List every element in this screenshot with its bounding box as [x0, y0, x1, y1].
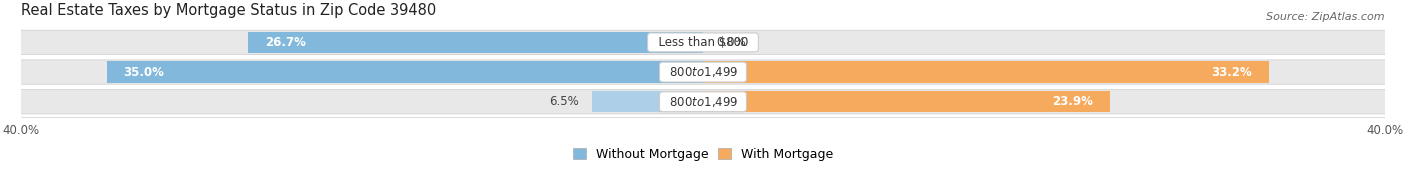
Text: 33.2%: 33.2% — [1211, 65, 1251, 79]
Text: Real Estate Taxes by Mortgage Status in Zip Code 39480: Real Estate Taxes by Mortgage Status in … — [21, 3, 437, 18]
Text: Source: ZipAtlas.com: Source: ZipAtlas.com — [1267, 12, 1385, 22]
Text: $800 to $1,499: $800 to $1,499 — [662, 95, 744, 109]
Text: 0.0%: 0.0% — [717, 36, 747, 49]
Bar — [107, 61, 703, 83]
Bar — [703, 61, 1268, 83]
Text: 6.5%: 6.5% — [548, 95, 579, 108]
Bar — [247, 32, 703, 53]
Text: Less than $800: Less than $800 — [651, 36, 755, 49]
Bar — [592, 91, 703, 112]
Legend: Without Mortgage, With Mortgage: Without Mortgage, With Mortgage — [568, 143, 838, 166]
Text: $800 to $1,499: $800 to $1,499 — [662, 65, 744, 79]
FancyBboxPatch shape — [14, 30, 1392, 54]
Text: 23.9%: 23.9% — [1052, 95, 1094, 108]
Text: 26.7%: 26.7% — [266, 36, 307, 49]
FancyBboxPatch shape — [14, 90, 1392, 114]
Bar — [703, 91, 1111, 112]
FancyBboxPatch shape — [14, 60, 1392, 84]
Text: 35.0%: 35.0% — [124, 65, 165, 79]
